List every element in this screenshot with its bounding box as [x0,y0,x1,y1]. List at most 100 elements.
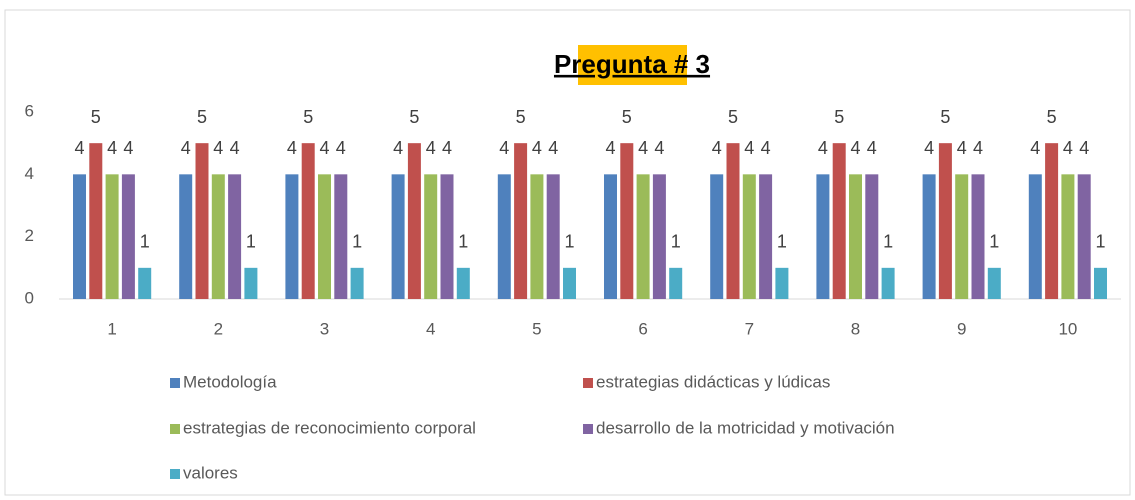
bar [620,143,634,299]
bar [1077,174,1091,299]
bar [849,174,862,299]
data-label: 1 [140,232,150,252]
bar [652,174,666,299]
bar [179,174,193,299]
x-tick-label: 9 [957,319,966,338]
data-label: 4 [213,138,223,158]
bar [1061,174,1075,299]
x-tick-label: 5 [532,319,541,338]
data-label: 4 [107,138,117,158]
data-label: 5 [516,107,526,127]
data-label: 4 [973,138,983,158]
legend-swatch [170,424,180,434]
bar [987,267,1001,299]
data-label: 5 [834,107,844,127]
data-label: 1 [458,232,468,252]
data-label: 5 [91,107,101,127]
bar [546,174,560,299]
y-tick-label: 6 [25,101,34,120]
data-label: 5 [409,107,419,127]
x-tick-label: 6 [638,319,647,338]
data-label: 1 [671,232,681,252]
legend-label: desarrollo de la motricidad y motivación [596,418,895,437]
bar [301,143,315,299]
data-label: 4 [850,138,860,158]
y-tick-label: 0 [25,288,34,307]
y-tick-label: 2 [25,226,34,245]
data-label: 4 [123,138,133,158]
data-label: 4 [638,138,648,158]
data-label: 4 [336,138,346,158]
bar [195,143,209,299]
legend-label: estrategias de reconocimiento corporal [183,418,476,437]
bar [244,267,258,299]
data-label: 4 [712,138,722,158]
bar [334,174,348,299]
data-label: 4 [532,138,542,158]
bar [775,267,789,299]
bar [89,143,103,299]
legend-label: Metodología [183,372,277,391]
x-tick-label: 8 [851,319,860,338]
data-label: 4 [74,138,84,158]
bar [865,174,879,299]
bar [138,267,152,299]
x-tick-label: 2 [214,319,223,338]
data-label: 4 [499,138,509,158]
bar [669,267,683,299]
bar [391,174,405,299]
bar [742,174,756,299]
legend-swatch [170,469,180,479]
bar [971,174,985,299]
data-label: 1 [246,232,256,252]
data-label: 1 [989,232,999,252]
data-label: 4 [1079,138,1089,158]
bar [228,174,242,299]
y-tick-label: 4 [25,164,34,183]
bar [211,174,225,299]
bar [497,174,511,299]
bar [73,174,86,299]
data-label: 4 [818,138,828,158]
legend-swatch [583,378,593,388]
data-label: 4 [744,138,754,158]
data-label: 5 [940,107,950,127]
data-label: 4 [181,138,191,158]
x-tick-label: 1 [107,319,116,338]
data-label: 4 [924,138,934,158]
bar [121,174,135,299]
bar [759,174,773,299]
bar [440,174,454,299]
bar [1094,267,1107,299]
bar [530,174,544,299]
data-label: 4 [442,138,452,158]
bar [424,174,438,299]
bar [938,143,952,299]
bar [105,174,119,299]
data-label: 1 [883,232,893,252]
x-tick-label: 3 [320,319,329,338]
data-label: 1 [564,232,574,252]
title-box [578,45,687,85]
data-label: 5 [622,107,632,127]
chart-title: Pregunta # 3 [554,49,710,79]
data-label: 5 [728,107,738,127]
data-label: 4 [957,138,967,158]
data-label: 4 [1063,138,1073,158]
bar [350,267,364,299]
bar [318,174,331,299]
data-label: 4 [319,138,329,158]
legend-swatch [583,424,593,434]
legend-label: estrategias didácticas y lúdicas [596,372,830,391]
bar [1028,174,1042,299]
bar [816,174,830,299]
data-label: 4 [1030,138,1040,158]
data-label: 4 [605,138,615,158]
data-label: 4 [230,138,240,158]
data-label: 4 [761,138,771,158]
bar [726,143,740,299]
data-label: 4 [287,138,297,158]
data-label: 4 [654,138,664,158]
data-label: 5 [197,107,207,127]
